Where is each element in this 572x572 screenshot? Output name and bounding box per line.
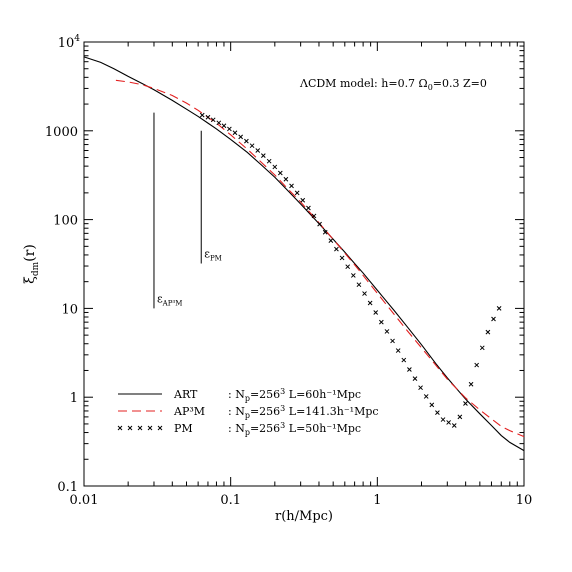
legend-entry-ap3m: AP³M: Np=2563 L=141.3h⁻¹Mpc bbox=[118, 404, 379, 420]
data-point-pm bbox=[216, 120, 222, 126]
data-point-pm bbox=[491, 316, 496, 322]
data-point-pm bbox=[446, 420, 451, 425]
data-point-pm bbox=[227, 126, 232, 132]
y-tick-label: 1 bbox=[70, 391, 78, 406]
legend-marker-pm bbox=[117, 425, 123, 431]
data-point-pm bbox=[334, 246, 339, 252]
svg-text:ξdm(r): ξdm(r) bbox=[22, 244, 41, 284]
data-point-pm bbox=[401, 357, 407, 363]
series-line-apm bbox=[115, 79, 525, 438]
svg-text:ART: Np=2563 L=60h⁻¹Mpc: ART: Np=2563 L=60h⁻¹Mpc bbox=[173, 387, 361, 403]
axis-ticks bbox=[83, 42, 524, 487]
svg-text:AP³M: Np=2563 L=141.3h⁻¹Mpc: AP³M: Np=2563 L=141.3h⁻¹Mpc bbox=[173, 404, 379, 420]
legend-marker-pm bbox=[137, 425, 143, 431]
data-point-pm bbox=[479, 345, 485, 351]
data-point-pm bbox=[451, 423, 457, 428]
data-point-pm bbox=[435, 410, 440, 415]
data-point-pm bbox=[468, 381, 474, 387]
data-point-pm bbox=[249, 143, 255, 149]
x-axis-label: r(h/Mpc) bbox=[275, 509, 333, 524]
legend-label-art: ART bbox=[173, 388, 198, 401]
y-axis-label-tail: (r) bbox=[22, 244, 38, 262]
series-layer bbox=[83, 56, 525, 452]
data-point-pm bbox=[412, 376, 418, 381]
svg-text:PM: Np=2563 L=50h⁻¹Mpc: PM: Np=2563 L=50h⁻¹Mpc bbox=[174, 421, 361, 437]
data-point-pm bbox=[300, 197, 306, 203]
data-point-pm bbox=[378, 319, 384, 325]
y-tick-label: 100 bbox=[53, 214, 78, 229]
y-axis-label-main: ξ bbox=[22, 276, 38, 284]
data-point-pm bbox=[339, 255, 345, 261]
softening-label: εAP³M bbox=[157, 292, 182, 307]
data-point-pm bbox=[266, 158, 272, 164]
y-axis-label-sub: dm bbox=[31, 261, 41, 276]
y-tick-label: 0.1 bbox=[57, 480, 78, 495]
data-point-pm bbox=[384, 329, 390, 334]
data-point-pm bbox=[272, 164, 278, 170]
softening-label: εPM bbox=[204, 248, 222, 263]
x-tick-label: 0.1 bbox=[220, 493, 241, 508]
data-point-pm bbox=[463, 401, 468, 406]
x-tick-label: 1 bbox=[373, 493, 381, 508]
series-pm bbox=[199, 112, 502, 428]
data-point-pm bbox=[283, 176, 289, 182]
data-point-pm bbox=[289, 183, 294, 189]
legend-marker-pm bbox=[147, 425, 153, 431]
data-point-pm bbox=[367, 300, 373, 306]
data-point-pm bbox=[429, 402, 435, 408]
data-point-pm bbox=[395, 348, 401, 353]
data-point-pm bbox=[322, 229, 328, 235]
data-point-pm bbox=[277, 170, 283, 176]
x-tick-label: 0.01 bbox=[70, 493, 99, 508]
y-axis-label: ξdm(r) bbox=[22, 244, 41, 284]
data-point-pm bbox=[260, 153, 266, 159]
data-point-pm bbox=[221, 123, 227, 129]
legend-swatch-pm bbox=[117, 425, 163, 431]
data-point-pm bbox=[390, 338, 395, 344]
data-point-pm bbox=[407, 367, 412, 372]
data-point-pm bbox=[440, 417, 446, 422]
data-point-pm bbox=[294, 190, 300, 196]
legend-label-pm: PM bbox=[174, 422, 193, 435]
legend-label-ap3m: AP³M bbox=[173, 405, 205, 418]
data-point-pm bbox=[238, 134, 244, 140]
data-point-pm bbox=[496, 306, 502, 311]
data-point-pm bbox=[205, 114, 211, 120]
data-point-pm bbox=[423, 394, 429, 399]
x-tick-label: 10 bbox=[516, 493, 533, 508]
legend-marker-pm bbox=[157, 425, 163, 431]
data-point-pm bbox=[199, 112, 205, 118]
data-point-pm bbox=[418, 385, 423, 391]
data-point-pm bbox=[485, 329, 491, 335]
legend: ART: Np=2563 L=60h⁻¹Mpc AP³M: Np=2563 L=… bbox=[117, 387, 379, 437]
y-tick-label: 10 bbox=[61, 302, 78, 317]
legend-entry-pm: PM: Np=2563 L=50h⁻¹Mpc bbox=[117, 421, 361, 437]
data-point-pm bbox=[362, 291, 367, 296]
y-tick-label: 104 bbox=[58, 34, 81, 51]
y-tick-label: 1000 bbox=[45, 125, 78, 140]
data-point-pm bbox=[356, 282, 362, 288]
data-point-pm bbox=[232, 130, 238, 136]
data-point-pm bbox=[373, 310, 379, 315]
data-point-pm bbox=[311, 213, 317, 219]
data-point-pm bbox=[244, 138, 249, 144]
data-point-pm bbox=[306, 205, 311, 211]
legend-entry-art: ART: Np=2563 L=60h⁻¹Mpc bbox=[118, 387, 361, 403]
data-point-pm bbox=[317, 221, 322, 227]
data-point-pm bbox=[474, 362, 480, 368]
data-point-pm bbox=[457, 414, 463, 420]
softening-bars: εAP³M εPM bbox=[153, 112, 222, 309]
data-point-pm bbox=[255, 148, 261, 153]
legend-marker-pm bbox=[127, 425, 133, 431]
plot-frame bbox=[83, 41, 525, 487]
data-point-pm bbox=[328, 238, 334, 243]
data-point-pm bbox=[210, 117, 216, 123]
data-point-pm bbox=[350, 273, 356, 278]
model-annotation: ΛCDM model: h=0.7 Ω0=0.3 Z=0 bbox=[299, 77, 487, 92]
data-point-pm bbox=[345, 264, 351, 270]
